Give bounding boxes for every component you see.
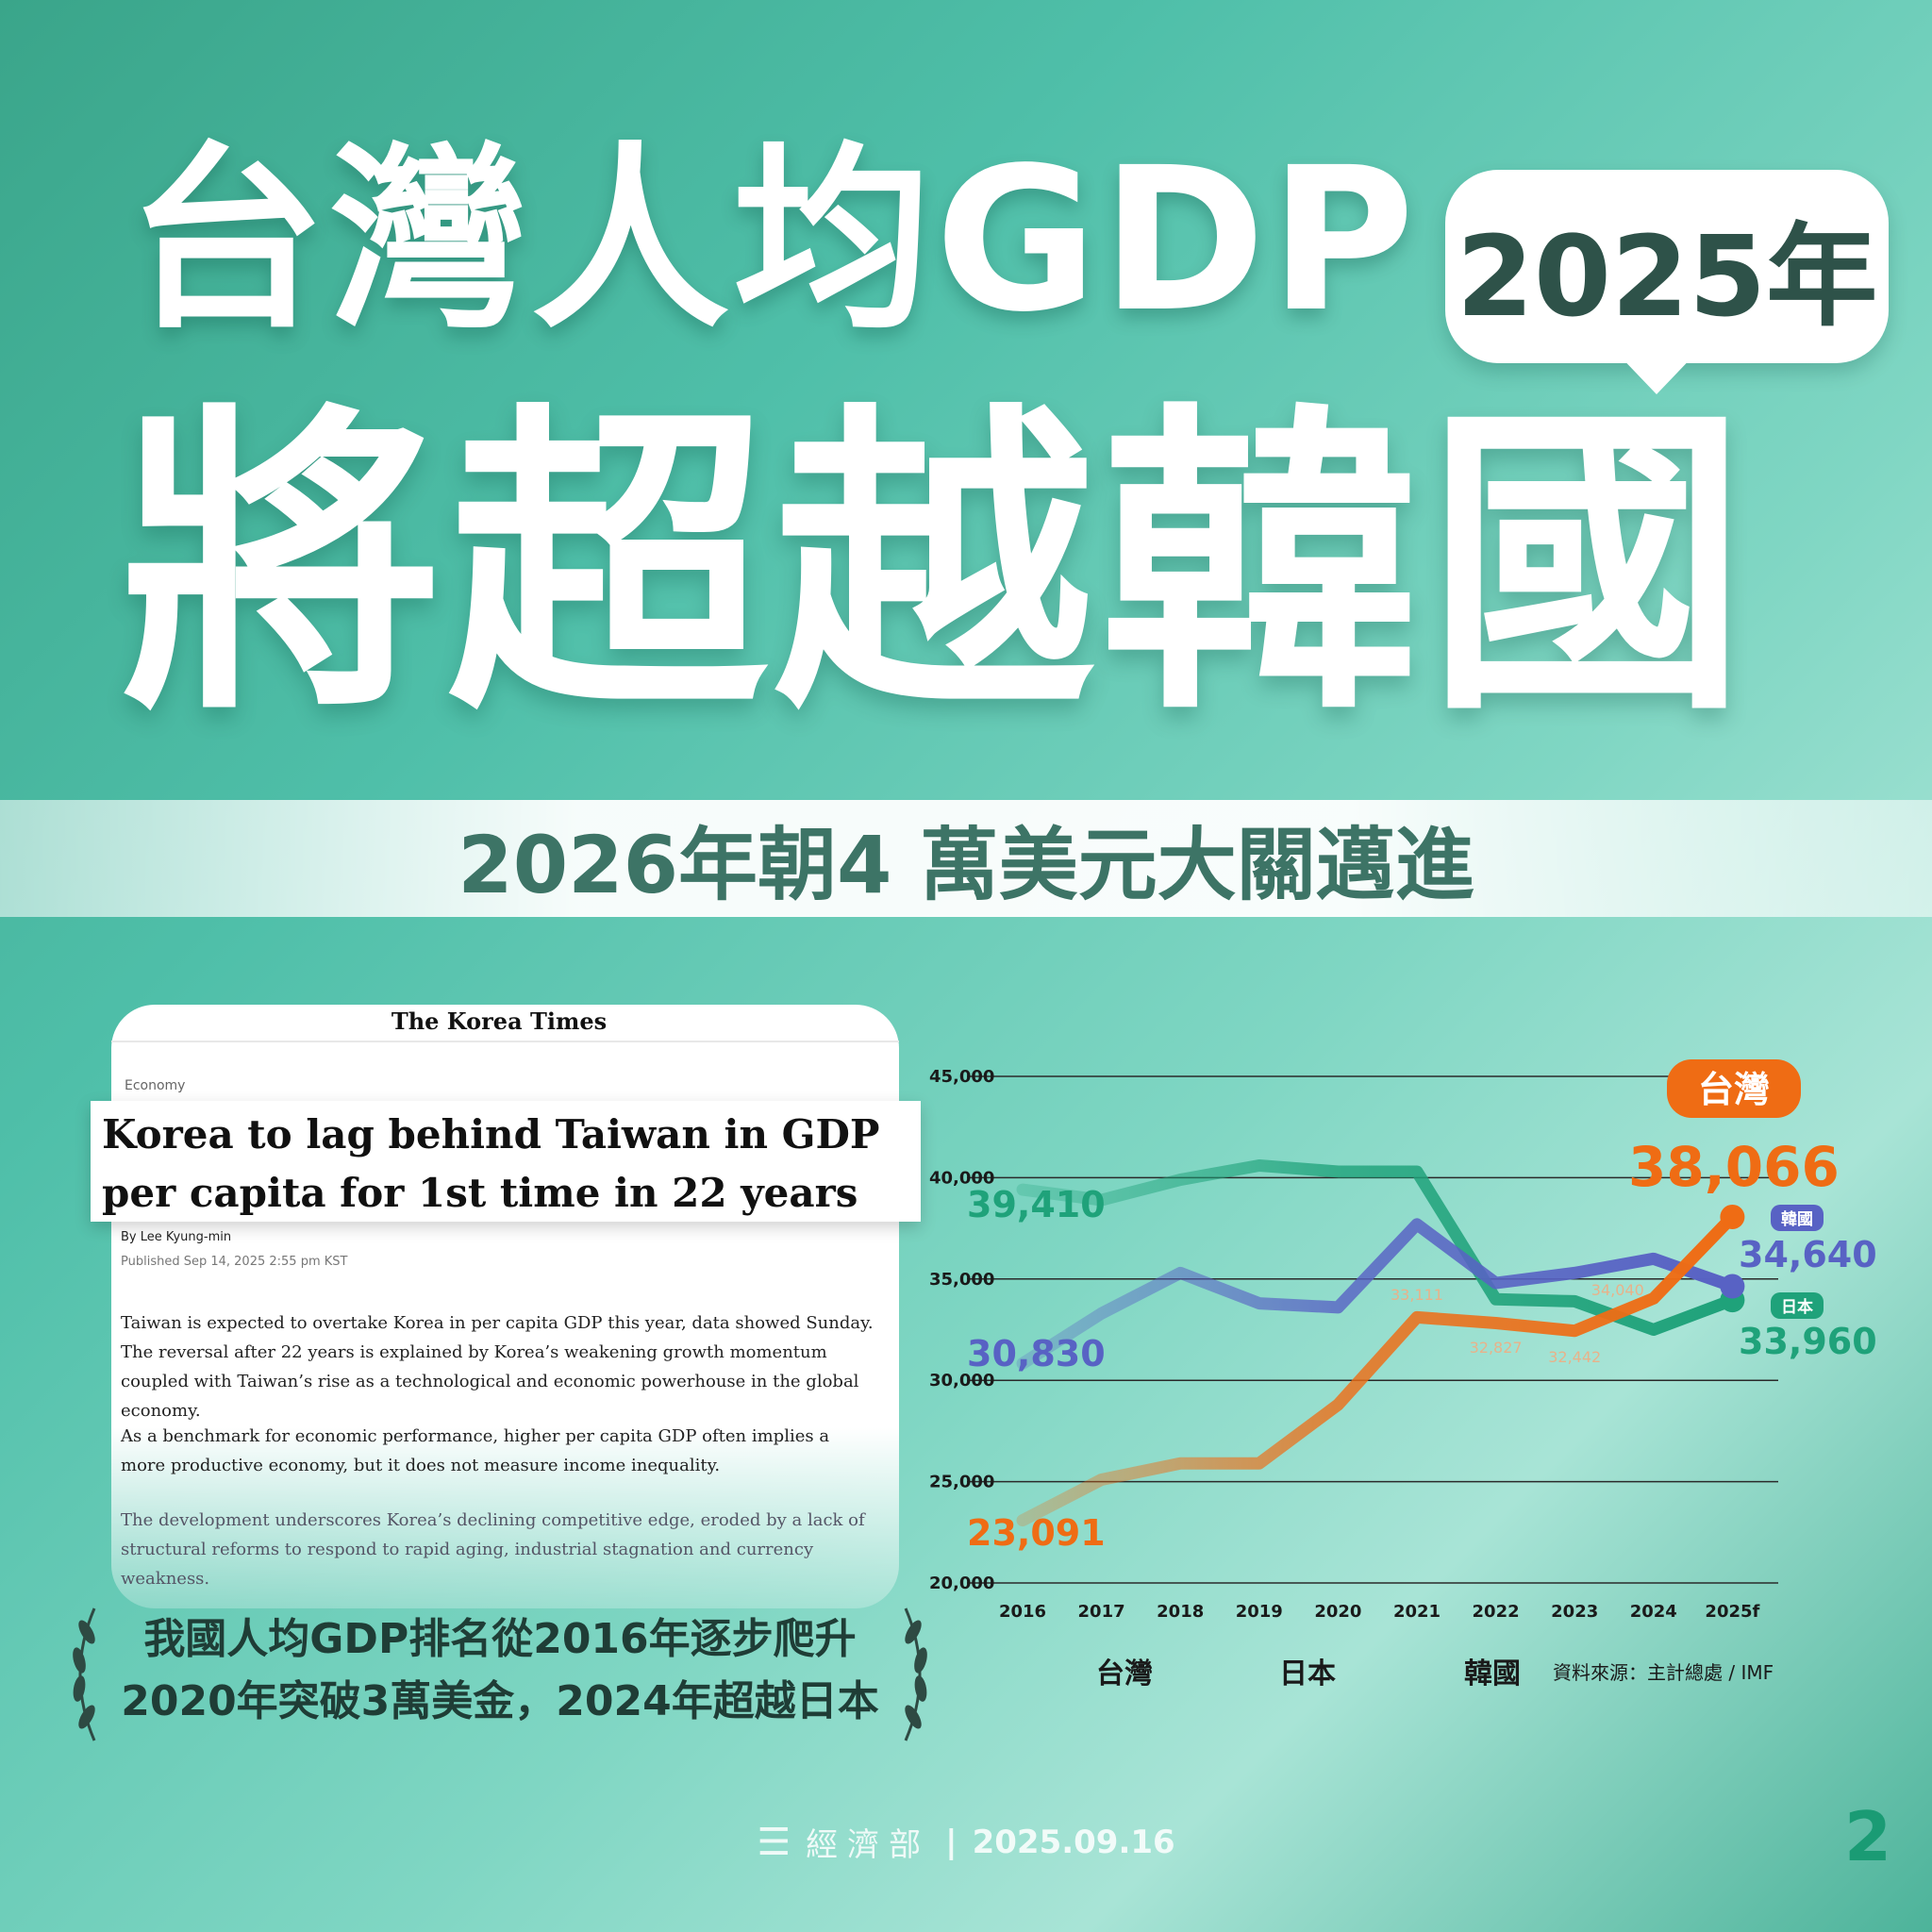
data-label-japan-start: 39,410	[967, 1184, 1106, 1225]
y-tick-label: 40,000	[929, 1168, 994, 1188]
x-tick-label: 2024	[1630, 1602, 1677, 1622]
data-label-taiwan-2023: 32,442	[1548, 1348, 1601, 1366]
y-tick-label: 20,000	[929, 1574, 994, 1593]
article-paragraph: Taiwan is expected to overtake Korea in …	[121, 1313, 874, 1421]
badge-korea	[1771, 1205, 1824, 1231]
y-tick-label: 45,000	[929, 1067, 994, 1087]
article-paragraph: As a benchmark for economic performance,…	[121, 1426, 830, 1475]
caption-line-1: 我國人均GDP排名從2016年逐步爬升	[143, 1615, 857, 1663]
end-point-taiwan	[1720, 1204, 1745, 1229]
legend-label-korea: 韓國	[1464, 1657, 1521, 1690]
legend-label-taiwan: 台灣	[1096, 1657, 1153, 1690]
article-masthead: The Korea Times	[391, 1008, 608, 1035]
data-label-korea-start: 30,830	[967, 1333, 1106, 1374]
page-number: 2	[1844, 1797, 1892, 1876]
x-tick-label: 2018	[1157, 1602, 1204, 1622]
series-line-taiwan	[1016, 1210, 1739, 1527]
headline-box	[91, 1101, 921, 1222]
menu-lines-icon: ☰	[757, 1820, 791, 1864]
series-line-korea	[1016, 1218, 1739, 1370]
x-tick-label: 2025f	[1705, 1602, 1759, 1622]
source-note: 資料來源：主計總處 / IMF	[1553, 1661, 1774, 1684]
footer-org: 經濟部	[806, 1826, 931, 1864]
footer-date: 2025.09.16	[972, 1823, 1175, 1861]
data-label-taiwan-2021: 33,111	[1391, 1286, 1443, 1304]
article-published: Published Sep 14, 2025 2:55 pm KST	[121, 1255, 348, 1269]
caption-line-2: 2020年突破3萬美金，2024年超越日本	[121, 1677, 879, 1725]
data-label-korea-end: 34,640	[1739, 1234, 1877, 1275]
year-bubble	[1445, 170, 1889, 363]
caption: 我國人均GDP排名從2016年逐步爬升 2020年突破3萬美金，2024年超越日…	[75, 1608, 924, 1733]
laurel-wreath-icon	[73, 1607, 927, 1741]
badge-korea-text: 韓國	[1781, 1209, 1813, 1229]
badge-taiwan-text: 台灣	[1698, 1069, 1770, 1110]
page-subtitle: 將超越韓國	[121, 379, 1753, 753]
banner-text: 2026年朝4 萬美元大關邁進	[458, 818, 1474, 911]
x-tick-label: 2017	[1078, 1602, 1125, 1622]
y-tick-label: 30,000	[929, 1371, 994, 1391]
x-tick-label: 2019	[1236, 1602, 1283, 1622]
article-paragraph: The development underscores Korea’s decl…	[121, 1510, 865, 1589]
article-byline: By Lee Kyung-min	[121, 1230, 232, 1244]
legend-label-japan: 日本	[1279, 1657, 1336, 1690]
footer-divider: |	[945, 1823, 958, 1861]
data-label-taiwan-end: 38,066	[1628, 1135, 1840, 1199]
banner-bar	[0, 800, 1932, 917]
article-headline: Korea to lag behind Taiwan in GDP per ca…	[102, 1111, 880, 1216]
x-tick-label: 2022	[1473, 1602, 1520, 1622]
y-tick-label: 35,000	[929, 1270, 994, 1290]
x-tick-label: 2020	[1314, 1602, 1361, 1622]
year-bubble-text: 2025年	[1456, 211, 1878, 341]
data-label-japan-end: 33,960	[1739, 1321, 1877, 1362]
data-label-taiwan-2024: 34,040	[1591, 1281, 1644, 1299]
page-title: 台灣人均GDP	[127, 125, 1419, 356]
data-label-taiwan-2022: 32,827	[1470, 1339, 1523, 1357]
y-tick-label: 25,000	[929, 1473, 994, 1492]
masthead-divider	[111, 1041, 899, 1042]
badge-japan	[1771, 1292, 1824, 1319]
end-point-korea	[1720, 1274, 1745, 1299]
data-label-taiwan-start: 23,091	[967, 1512, 1106, 1554]
article-section: Economy	[125, 1078, 186, 1093]
x-tick-label: 2021	[1393, 1602, 1441, 1622]
x-tick-label: 2016	[999, 1602, 1046, 1622]
badge-japan-text: 日本	[1781, 1297, 1813, 1317]
bubble-tail	[1615, 351, 1698, 394]
badge-taiwan	[1667, 1059, 1801, 1118]
x-tick-label: 2023	[1551, 1602, 1598, 1622]
footer: ☰ 經濟部 | 2025.09.16	[0, 1819, 1932, 1865]
